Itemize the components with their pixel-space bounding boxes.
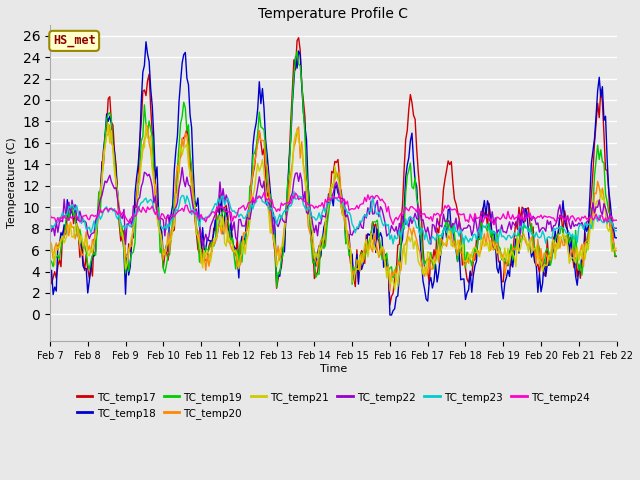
TC_temp21 bbox=[547, 253, 554, 259]
TC_temp20 bbox=[106, 122, 114, 128]
TC_temp18 bbox=[142, 39, 150, 45]
TC_temp20 bbox=[46, 238, 54, 244]
TC_temp17 bbox=[386, 302, 394, 308]
TC_temp17 bbox=[152, 180, 159, 186]
TC_temp18 bbox=[391, 306, 399, 312]
TC_temp19 bbox=[612, 253, 620, 259]
TC_temp22 bbox=[62, 212, 70, 218]
TC_temp17 bbox=[403, 128, 411, 133]
TC_temp20 bbox=[612, 248, 620, 253]
TC_temp23 bbox=[612, 228, 620, 234]
TC_temp23 bbox=[152, 211, 159, 216]
TC_temp17 bbox=[612, 253, 620, 259]
TC_temp21 bbox=[46, 236, 54, 241]
TC_temp19 bbox=[152, 190, 159, 196]
Title: Temperature Profile C: Temperature Profile C bbox=[259, 7, 408, 21]
TC_temp24 bbox=[260, 190, 268, 195]
TC_temp18 bbox=[386, 312, 394, 318]
TC_temp20 bbox=[547, 257, 554, 263]
TC_temp23 bbox=[290, 189, 298, 194]
Line: TC_temp23: TC_temp23 bbox=[50, 192, 616, 244]
TC_temp24 bbox=[402, 204, 410, 210]
TC_temp17 bbox=[371, 224, 378, 229]
TC_temp18 bbox=[403, 162, 411, 168]
TC_temp23 bbox=[46, 228, 54, 233]
Line: TC_temp18: TC_temp18 bbox=[50, 42, 616, 315]
TC_temp23 bbox=[547, 235, 554, 241]
Legend: TC_temp17, TC_temp18, TC_temp19, TC_temp20, TC_temp21, TC_temp22, TC_temp23, TC_: TC_temp17, TC_temp18, TC_temp19, TC_temp… bbox=[72, 387, 594, 423]
TC_temp23 bbox=[389, 241, 397, 247]
TC_temp24 bbox=[389, 222, 397, 228]
TC_temp21 bbox=[62, 236, 70, 242]
TC_temp22 bbox=[152, 193, 159, 199]
TC_temp22 bbox=[179, 165, 186, 170]
TC_temp21 bbox=[612, 245, 620, 251]
TC_temp17 bbox=[391, 276, 399, 282]
TC_temp20 bbox=[62, 228, 70, 234]
TC_temp22 bbox=[46, 223, 54, 228]
TC_temp24 bbox=[152, 212, 159, 217]
Line: TC_temp24: TC_temp24 bbox=[50, 192, 616, 225]
TC_temp17 bbox=[295, 35, 303, 41]
X-axis label: Time: Time bbox=[319, 364, 347, 374]
TC_temp18 bbox=[371, 224, 378, 229]
TC_temp24 bbox=[612, 217, 620, 223]
TC_temp20 bbox=[403, 235, 411, 240]
TC_temp20 bbox=[153, 210, 161, 216]
TC_temp21 bbox=[391, 287, 399, 293]
TC_temp21 bbox=[104, 120, 112, 126]
TC_temp17 bbox=[46, 264, 54, 269]
TC_temp19 bbox=[391, 272, 399, 278]
Line: TC_temp19: TC_temp19 bbox=[50, 51, 616, 287]
TC_temp18 bbox=[547, 254, 554, 260]
TC_temp19 bbox=[46, 257, 54, 263]
TC_temp21 bbox=[153, 215, 161, 221]
Line: TC_temp22: TC_temp22 bbox=[50, 168, 616, 246]
TC_temp18 bbox=[612, 235, 620, 240]
TC_temp18 bbox=[153, 164, 161, 170]
TC_temp19 bbox=[62, 220, 70, 226]
TC_temp17 bbox=[547, 259, 554, 265]
TC_temp19 bbox=[547, 263, 554, 268]
TC_temp24 bbox=[490, 222, 498, 228]
TC_temp21 bbox=[403, 240, 411, 245]
TC_temp22 bbox=[403, 219, 411, 225]
TC_temp23 bbox=[391, 232, 399, 238]
TC_temp22 bbox=[372, 202, 380, 207]
TC_temp20 bbox=[391, 267, 399, 273]
Line: TC_temp17: TC_temp17 bbox=[50, 38, 616, 305]
TC_temp24 bbox=[371, 196, 378, 202]
Line: TC_temp20: TC_temp20 bbox=[50, 125, 616, 291]
TC_temp19 bbox=[372, 219, 380, 225]
Text: HS_met: HS_met bbox=[53, 35, 95, 48]
TC_temp19 bbox=[273, 284, 280, 290]
TC_temp22 bbox=[547, 218, 554, 224]
TC_temp22 bbox=[199, 243, 207, 249]
TC_temp17 bbox=[62, 227, 70, 232]
TC_temp21 bbox=[389, 278, 397, 284]
Y-axis label: Temperature (C): Temperature (C) bbox=[7, 138, 17, 228]
TC_temp20 bbox=[386, 288, 394, 294]
TC_temp21 bbox=[371, 243, 378, 249]
TC_temp24 bbox=[547, 214, 554, 220]
Line: TC_temp21: TC_temp21 bbox=[50, 123, 616, 290]
TC_temp18 bbox=[46, 277, 54, 283]
TC_temp24 bbox=[46, 212, 54, 217]
TC_temp22 bbox=[391, 228, 399, 234]
TC_temp19 bbox=[403, 173, 411, 179]
TC_temp23 bbox=[371, 203, 378, 208]
TC_temp23 bbox=[62, 212, 70, 217]
TC_temp22 bbox=[612, 225, 620, 231]
TC_temp23 bbox=[403, 222, 411, 228]
TC_temp20 bbox=[371, 230, 378, 236]
TC_temp19 bbox=[293, 48, 301, 54]
TC_temp18 bbox=[62, 231, 70, 237]
TC_temp24 bbox=[62, 216, 70, 221]
